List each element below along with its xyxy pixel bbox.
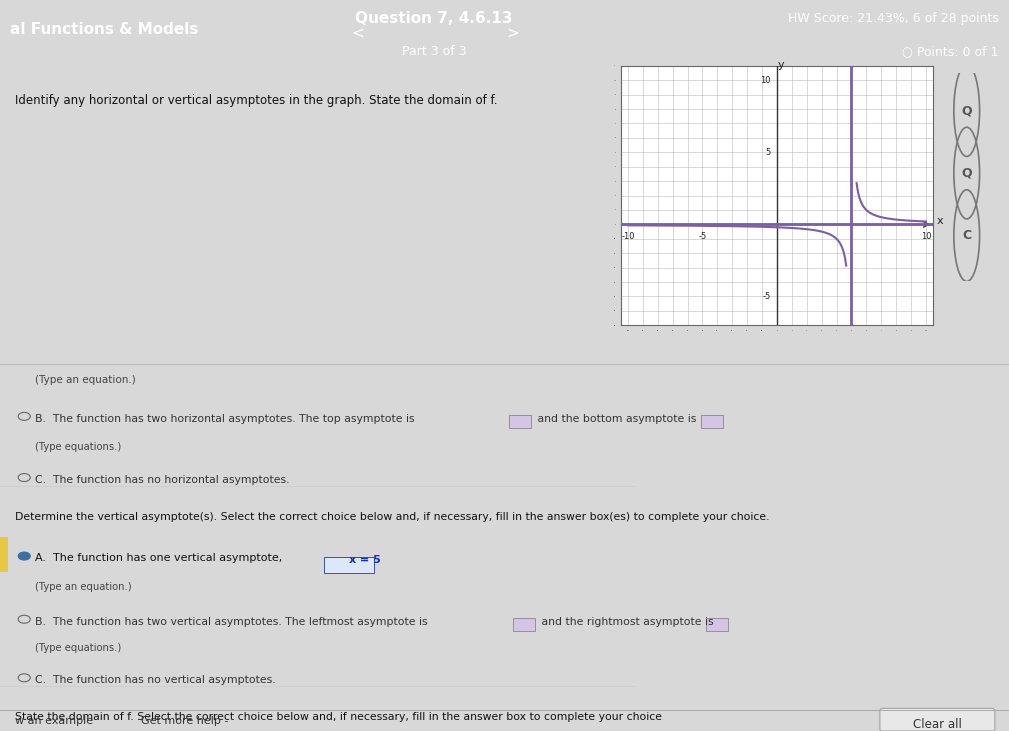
- Text: (Type an equation.): (Type an equation.): [35, 582, 132, 592]
- Text: Determine the vertical asymptote(s). Select the correct choice below and, if nec: Determine the vertical asymptote(s). Sel…: [15, 512, 770, 522]
- Text: HW Score: 21.43%, 6 of 28 points: HW Score: 21.43%, 6 of 28 points: [788, 12, 999, 25]
- FancyBboxPatch shape: [701, 415, 723, 428]
- FancyBboxPatch shape: [880, 708, 995, 731]
- FancyBboxPatch shape: [706, 618, 728, 631]
- FancyBboxPatch shape: [0, 537, 8, 572]
- Text: (Type equations.): (Type equations.): [35, 643, 121, 654]
- Text: 5: 5: [766, 148, 771, 156]
- Text: 10: 10: [761, 76, 771, 85]
- Text: w an example: w an example: [15, 716, 93, 727]
- Text: and the bottom asymptote is: and the bottom asymptote is: [534, 414, 696, 424]
- Text: Question 7, 4.6.13: Question 7, 4.6.13: [355, 11, 513, 26]
- Text: (Type an equation.): (Type an equation.): [35, 375, 136, 385]
- Circle shape: [18, 552, 30, 560]
- Text: -5: -5: [698, 232, 706, 240]
- Text: B.  The function has two vertical asymptotes. The leftmost asymptote is: B. The function has two vertical asympto…: [35, 616, 428, 626]
- Text: C.  The function has no horizontal asymptotes.: C. The function has no horizontal asympt…: [35, 475, 290, 485]
- Text: -5: -5: [763, 292, 771, 301]
- Text: C: C: [963, 229, 972, 242]
- Text: State the domain of f. Select the correct choice below and, if necessary, fill i: State the domain of f. Select the correc…: [15, 713, 662, 722]
- Text: Q: Q: [962, 104, 972, 117]
- Text: 10: 10: [920, 232, 931, 240]
- Text: Part 3 of 3: Part 3 of 3: [402, 45, 466, 58]
- Text: C.  The function has no vertical asymptotes.: C. The function has no vertical asymptot…: [35, 675, 275, 685]
- Text: Clear all: Clear all: [913, 719, 962, 731]
- Text: al Functions & Models: al Functions & Models: [10, 22, 199, 37]
- Text: -10: -10: [622, 232, 635, 240]
- FancyBboxPatch shape: [513, 618, 535, 631]
- Text: Q: Q: [962, 167, 972, 180]
- Text: <: <: [352, 26, 364, 40]
- Text: B.  The function has two horizontal asymptotes. The top asymptote is: B. The function has two horizontal asymp…: [35, 414, 415, 424]
- Text: ○ Points: 0 of 1: ○ Points: 0 of 1: [902, 45, 999, 58]
- Text: (Type equations.): (Type equations.): [35, 442, 121, 452]
- Text: and the rightmost asymptote is: and the rightmost asymptote is: [538, 616, 713, 626]
- Text: Identify any horizontal or vertical asymptotes in the graph. State the domain of: Identify any horizontal or vertical asym…: [15, 94, 497, 107]
- FancyBboxPatch shape: [509, 415, 531, 428]
- Text: y: y: [778, 60, 785, 70]
- Text: A.  The function has one vertical asymptote,: A. The function has one vertical asympto…: [35, 553, 290, 564]
- FancyBboxPatch shape: [324, 557, 374, 572]
- Text: x: x: [936, 216, 943, 227]
- Text: >: >: [507, 26, 519, 40]
- Text: Get more help -: Get more help -: [141, 716, 229, 727]
- Text: x = 5: x = 5: [349, 556, 380, 565]
